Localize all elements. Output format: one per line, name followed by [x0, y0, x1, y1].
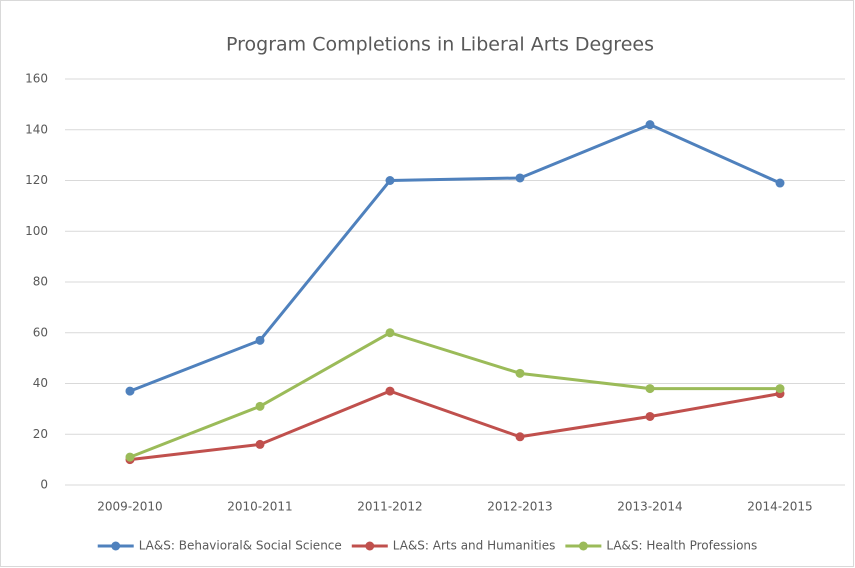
data-point: [255, 401, 265, 411]
legend-marker: [578, 541, 588, 551]
y-tick-label: 160: [25, 72, 48, 86]
y-tick-label: 0: [40, 478, 48, 492]
data-point: [125, 452, 135, 462]
data-point: [645, 384, 655, 394]
data-point: [385, 328, 395, 338]
data-point: [645, 411, 655, 421]
data-point: [385, 176, 395, 185]
chart-title: Program Completions in Liberal Arts Degr…: [226, 34, 654, 56]
legend-item: LA&S: Behavioral& Social Science: [97, 539, 342, 553]
legend-label: LA&S: Health Professions: [606, 539, 757, 553]
legend-item: LA&S: Arts and Humanities: [351, 539, 556, 553]
y-tick-label: 100: [25, 224, 48, 238]
data-point: [255, 335, 265, 345]
x-tick-label: 2013-2014: [617, 500, 682, 514]
series-line: [129, 331, 780, 459]
data-point: [515, 432, 525, 442]
data-point: [645, 120, 655, 130]
series-line: [129, 123, 781, 393]
data-point: [385, 386, 395, 396]
legend-marker: [111, 541, 121, 551]
data-point: [515, 368, 525, 378]
x-tick-label: 2009-2010: [97, 500, 162, 514]
x-tick-label: 2014-2015: [747, 500, 812, 514]
y-tick-label: 60: [33, 325, 48, 339]
y-tick-label: 20: [33, 427, 48, 441]
legend-marker: [365, 541, 375, 551]
legend-item: LA&S: Health Professions: [565, 539, 757, 553]
data-point: [125, 386, 135, 396]
y-tick-label: 80: [33, 275, 48, 289]
legend-label: LA&S: Arts and Humanities: [393, 539, 556, 553]
x-tick-label: 2010-2011: [227, 500, 292, 514]
legend-label: LA&S: Behavioral& Social Science: [139, 539, 342, 553]
x-tick-label: 2012-2013: [487, 500, 552, 514]
y-tick-label: 40: [33, 376, 48, 390]
x-tick-label: 2011-2012: [357, 500, 422, 514]
y-tick-label: 120: [25, 173, 48, 187]
data-point: [775, 384, 785, 394]
data-point: [775, 178, 785, 188]
series-line: [129, 389, 781, 462]
data-point: [515, 173, 525, 183]
y-tick-label: 140: [25, 122, 48, 136]
data-point: [255, 439, 265, 449]
